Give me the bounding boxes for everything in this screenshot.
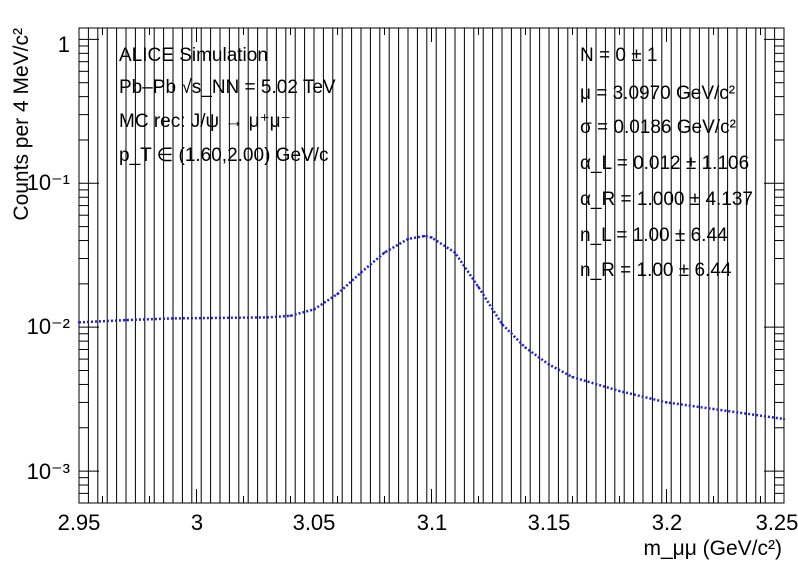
- fit-param-line: N = 0 ± 1: [580, 45, 658, 66]
- x-tick-label: 3: [191, 510, 203, 535]
- data-point: [618, 389, 621, 393]
- data-point: [500, 322, 504, 326]
- data-point: [265, 316, 269, 319]
- fit-param-line: α_L = 0.012 ± 1.106: [580, 153, 749, 174]
- fit-param-line: σ = 0.0186 GeV/c²: [580, 117, 736, 138]
- x-tick-label: 2.95: [58, 510, 101, 535]
- data-point: [571, 375, 574, 379]
- data-point: [782, 417, 786, 421]
- info-left-line: p_T ∈ (1.60,2.00) GeV/c: [119, 145, 328, 166]
- data-point: [171, 317, 175, 320]
- series-line: [78, 234, 785, 421]
- data-point: [430, 236, 433, 239]
- data-point: [124, 318, 128, 322]
- x-tick-label: 3.2: [652, 510, 683, 535]
- x-tick-label: 3.25: [756, 510, 798, 535]
- data-point: [359, 271, 363, 274]
- info-left-line: MC rec: J/ψ → μ⁺μ⁻: [119, 111, 291, 132]
- data-point: [423, 234, 426, 238]
- data-point: [453, 251, 457, 254]
- data-point: [77, 321, 81, 324]
- info-left-line: ALICE Simulation: [119, 45, 268, 66]
- data-point: [218, 316, 222, 320]
- fit-param-line: n_R = 1.00 ± 6.44: [580, 260, 732, 281]
- fit-param-line: μ = 3.0970 GeV/c²: [580, 83, 735, 104]
- axis-ticks: [78, 28, 785, 504]
- data-point: [524, 346, 527, 349]
- data-point: [547, 363, 551, 366]
- y-tick-label: 10⁻³: [27, 459, 70, 484]
- data-point: [336, 292, 339, 296]
- x-tick-label: 3.1: [417, 510, 448, 535]
- data-point: [312, 308, 316, 311]
- info-left-line: Pb–Pb √s_NN = 5.02 TeV: [119, 77, 336, 98]
- y-tick-label: 10⁻²: [27, 314, 70, 339]
- data-point: [712, 407, 715, 411]
- x-tick-label: 3.05: [293, 510, 336, 535]
- data-point: [477, 285, 480, 289]
- fit-param-line: n_L = 1.00 ± 6.44: [580, 225, 728, 246]
- fit-param-line: α_R = 1.000 ± 4.137: [580, 189, 753, 210]
- y-tick-label: 1: [58, 32, 70, 57]
- y-axis-label: Counts per 4 MeV/c²: [10, 28, 33, 221]
- series-group: [77, 234, 786, 421]
- y-tick-label: 10⁻¹: [27, 170, 70, 195]
- data-point: [289, 314, 292, 317]
- data-point: [665, 401, 668, 404]
- x-tick-label: 3.15: [528, 510, 571, 535]
- bin-grid: [87, 28, 776, 503]
- data-point: [406, 237, 410, 241]
- x-axis-label: m_μμ (GeV/c²): [643, 537, 782, 560]
- data-point: [383, 251, 386, 254]
